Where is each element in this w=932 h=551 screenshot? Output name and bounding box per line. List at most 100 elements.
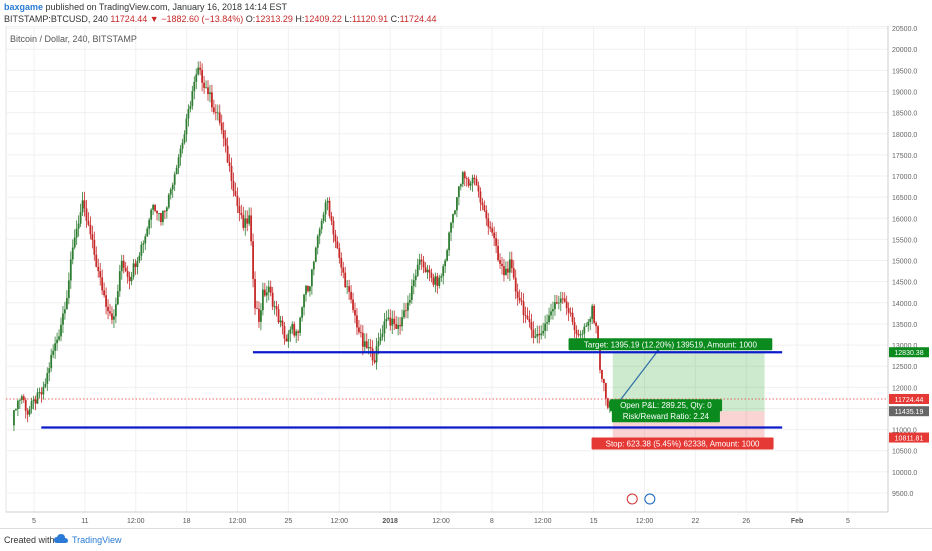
candle-body bbox=[403, 310, 405, 318]
candle-body bbox=[230, 166, 233, 182]
candle-body bbox=[279, 320, 282, 323]
candle-body bbox=[83, 200, 86, 209]
candle-body bbox=[320, 221, 323, 230]
candle-body bbox=[414, 275, 417, 281]
candle-body bbox=[408, 299, 411, 303]
candle-body bbox=[589, 318, 592, 322]
candle-body bbox=[559, 298, 562, 303]
publish-info: baxgame published on TradingView.com, Ja… bbox=[4, 1, 287, 13]
x-tick-label: Feb bbox=[791, 518, 803, 525]
candle-body bbox=[305, 285, 307, 295]
candle-body bbox=[136, 260, 139, 267]
candle-body bbox=[444, 260, 447, 267]
candle-body bbox=[369, 347, 372, 349]
candle-body bbox=[22, 396, 25, 401]
candle-body bbox=[228, 162, 231, 167]
open-label: O: bbox=[245, 14, 256, 24]
candle-body bbox=[203, 82, 205, 88]
header: baxgame published on TradingView.com, Ja… bbox=[0, 0, 932, 26]
candle-body bbox=[224, 138, 227, 146]
candle-body bbox=[173, 174, 176, 185]
plot-area bbox=[5, 26, 889, 513]
candle-body bbox=[540, 333, 543, 336]
candle-body bbox=[352, 299, 354, 310]
y-tick-label: 16000.0 bbox=[892, 216, 917, 223]
candle-body bbox=[459, 184, 462, 187]
candle-body bbox=[214, 112, 217, 113]
change-value: −1882.60 (−13.84%) bbox=[161, 14, 244, 24]
candle-body bbox=[393, 318, 396, 324]
pnl-label-bg bbox=[609, 399, 723, 412]
candle-body bbox=[514, 277, 517, 292]
x-tick-label: 12:00 bbox=[534, 518, 552, 525]
candle-body bbox=[416, 264, 419, 276]
candle-body bbox=[248, 215, 251, 224]
price-tag: 11724.44 bbox=[895, 397, 924, 404]
candle-body bbox=[530, 322, 533, 330]
candle-body bbox=[471, 177, 474, 184]
candle-body bbox=[124, 267, 127, 272]
candle-body bbox=[334, 234, 337, 242]
candle-body bbox=[212, 107, 215, 113]
candle-body bbox=[575, 329, 578, 334]
candle-body bbox=[552, 309, 554, 312]
candle-body bbox=[187, 109, 190, 119]
candle-body bbox=[252, 241, 254, 279]
price-chart[interactable]: 9500.010000.010500.011000.011500.012000.… bbox=[0, 26, 932, 528]
candle-body bbox=[322, 214, 325, 222]
down-arrow-icon: ▼ bbox=[149, 14, 159, 24]
candle-body bbox=[420, 259, 423, 262]
candle-body bbox=[240, 213, 243, 216]
candle-body bbox=[177, 157, 180, 168]
candle-body bbox=[436, 276, 439, 286]
candle-body bbox=[181, 142, 184, 149]
candle-body bbox=[432, 277, 435, 285]
candle-body bbox=[160, 213, 162, 223]
candle-body bbox=[340, 257, 343, 268]
price-tag-bg bbox=[889, 432, 929, 443]
candle-body bbox=[426, 269, 429, 273]
candle-body bbox=[95, 254, 98, 267]
candle-body bbox=[162, 210, 164, 223]
x-tick-label: 12:00 bbox=[432, 518, 450, 525]
y-tick-label: 19000.0 bbox=[892, 90, 917, 97]
candle-body bbox=[493, 232, 496, 239]
candle-body bbox=[38, 392, 41, 394]
candle-body bbox=[126, 271, 129, 277]
candle-body bbox=[256, 308, 258, 310]
candle-body bbox=[118, 271, 121, 292]
candle-body bbox=[226, 145, 229, 163]
target-label: Target: 1395.19 (12.20%) 139519, Amount:… bbox=[584, 340, 758, 349]
candle-body bbox=[260, 310, 262, 322]
candle-body bbox=[379, 337, 382, 342]
candle-body bbox=[134, 263, 137, 267]
candle-body bbox=[508, 259, 511, 273]
candle-body bbox=[267, 286, 270, 293]
y-tick-label: 12500.0 bbox=[892, 364, 917, 371]
candle-body bbox=[485, 210, 488, 219]
candle-body bbox=[569, 312, 572, 314]
candle-body bbox=[434, 276, 437, 285]
candle-body bbox=[148, 219, 151, 229]
candle-body bbox=[554, 302, 556, 310]
candle-body bbox=[205, 87, 207, 89]
candle-body bbox=[491, 228, 494, 233]
tradingview-link[interactable]: TradingView bbox=[72, 535, 122, 545]
candle-body bbox=[452, 214, 454, 223]
x-tick-label: 25 bbox=[284, 518, 292, 525]
candle-body bbox=[87, 220, 90, 225]
candle-body bbox=[595, 322, 597, 327]
candle-body bbox=[64, 309, 66, 314]
y-tick-label: 10500.0 bbox=[892, 449, 917, 456]
candle-body bbox=[291, 324, 294, 330]
candle-body bbox=[303, 294, 305, 308]
author-link[interactable]: baxgame bbox=[4, 2, 44, 12]
candle-body bbox=[293, 324, 296, 336]
candle-body bbox=[114, 304, 117, 317]
candle-body bbox=[377, 341, 380, 347]
candle-body bbox=[318, 229, 321, 236]
candle-body bbox=[232, 181, 235, 192]
y-tick-label: 18500.0 bbox=[892, 111, 917, 118]
candle-body bbox=[81, 200, 84, 213]
y-tick-label: 20500.0 bbox=[892, 26, 917, 33]
